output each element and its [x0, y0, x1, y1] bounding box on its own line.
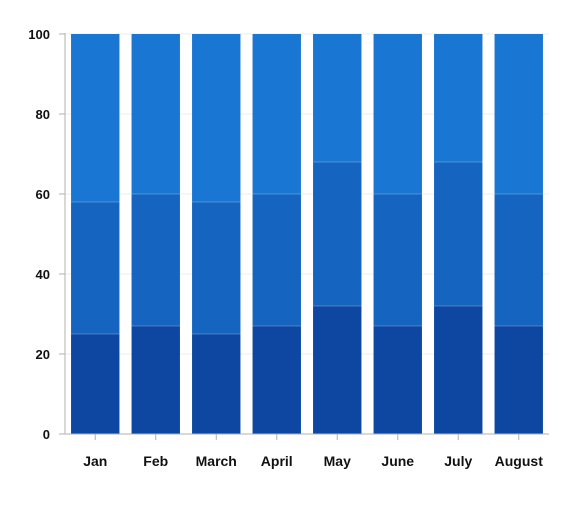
- x-tick-label: April: [261, 453, 293, 469]
- bar-segment: [71, 34, 120, 202]
- x-tick-label: Jan: [83, 453, 107, 469]
- bar-segment: [313, 306, 362, 434]
- y-tick-label: 60: [36, 187, 50, 202]
- bar-segment: [434, 306, 483, 434]
- bar-segment: [252, 194, 301, 326]
- x-tick-label: March: [196, 453, 237, 469]
- x-tick-labels: Jan Feb March April May June July August: [83, 453, 543, 469]
- bar-segment: [313, 162, 362, 306]
- bar-segment: [434, 162, 483, 306]
- y-tick-label: 100: [28, 27, 50, 42]
- y-tick-label: 20: [36, 347, 50, 362]
- x-tick-label: Feb: [143, 453, 168, 469]
- bar-segment: [494, 326, 543, 434]
- y-tick-labels: 0 20 40 60 80 100: [28, 27, 50, 442]
- bar-segment: [71, 334, 120, 434]
- bar-segment: [373, 326, 422, 434]
- bar-segment: [252, 34, 301, 194]
- x-tick-label: August: [495, 453, 544, 469]
- x-tick-label: June: [381, 453, 414, 469]
- bar-segment: [494, 194, 543, 326]
- x-tick-label: July: [444, 453, 472, 469]
- bar-segment: [131, 34, 180, 194]
- y-axis: [59, 33, 66, 435]
- y-tick-label: 0: [43, 427, 50, 442]
- bar-segment: [192, 34, 241, 202]
- x-axis: [65, 433, 549, 440]
- bar-segment: [373, 194, 422, 326]
- bar-segment: [252, 326, 301, 434]
- bars: [71, 34, 543, 434]
- x-tick-label: May: [324, 453, 351, 469]
- bar-segment: [192, 334, 241, 434]
- bar-segment: [131, 194, 180, 326]
- bar-segment: [313, 34, 362, 162]
- bar-segment: [494, 34, 543, 194]
- y-tick-label: 40: [36, 267, 50, 282]
- bar-segment: [434, 34, 483, 162]
- bar-segment: [131, 326, 180, 434]
- y-tick-label: 80: [36, 107, 50, 122]
- bar-segment: [71, 202, 120, 334]
- bar-segment: [192, 202, 241, 334]
- bar-segment: [373, 34, 422, 194]
